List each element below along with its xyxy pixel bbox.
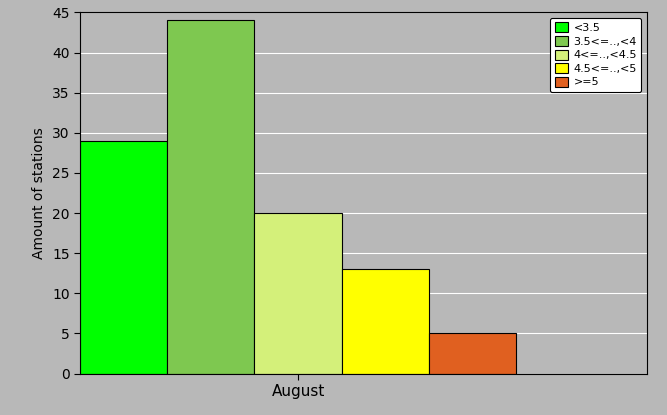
Bar bbox=[255, 213, 342, 374]
Y-axis label: Amount of stations: Amount of stations bbox=[33, 127, 47, 259]
Bar bbox=[80, 141, 167, 374]
Bar bbox=[342, 269, 429, 374]
Bar bbox=[167, 20, 255, 373]
Legend: <3.5, 3.5<=..,<4, 4<=..,<4.5, 4.5<=..,<5, >=5: <3.5, 3.5<=..,<4, 4<=..,<4.5, 4.5<=..,<5… bbox=[550, 18, 642, 92]
Bar bbox=[429, 333, 516, 374]
